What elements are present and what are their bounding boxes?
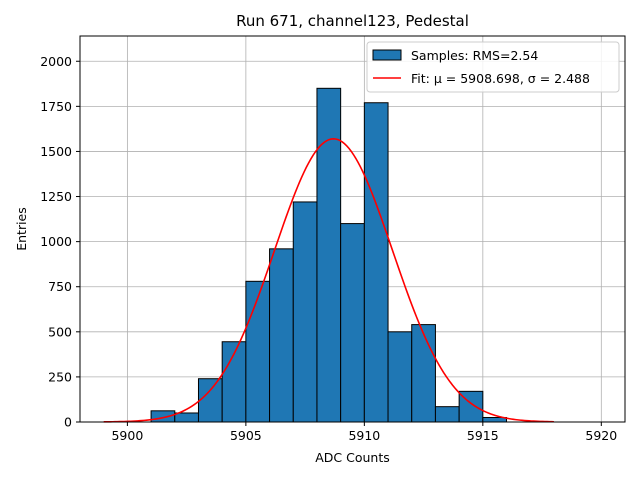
histogram-bar <box>387 331 413 423</box>
histogram-bar <box>174 412 199 423</box>
histogram-bar <box>363 102 389 423</box>
y-tick-label: 1250 <box>40 189 72 204</box>
histogram-bar <box>434 406 460 423</box>
y-tick-label: 250 <box>48 369 72 384</box>
legend-box <box>366 41 620 93</box>
y-tick-label: 750 <box>48 279 72 294</box>
histogram-bar <box>411 324 436 423</box>
legend: Samples: RMS=2.54 Fit: μ = 5908.698, σ =… <box>366 41 620 93</box>
legend-label-fit: Fit: μ = 5908.698, σ = 2.488 <box>411 71 590 86</box>
histogram-bar <box>269 248 294 423</box>
x-tick-label: 5905 <box>230 428 262 443</box>
histogram-bar <box>316 87 342 423</box>
x-tick-label: 5910 <box>348 428 380 443</box>
plot-frame <box>79 35 626 423</box>
x-tick-label: 5900 <box>111 428 143 443</box>
x-tick-label: 5920 <box>585 428 617 443</box>
histogram-bar <box>292 201 318 423</box>
x-axis-label: ADC Counts <box>315 450 390 465</box>
chart-title: Run 671, channel123, Pedestal <box>236 12 469 30</box>
histogram-bar <box>340 223 365 423</box>
fit-curve <box>103 138 554 423</box>
y-tick-label: 500 <box>48 324 72 339</box>
axis-ticks: 5900 5905 5910 5915 5920 0 250 500 750 1000 1250 15… <box>40 54 617 443</box>
histogram-bars <box>150 87 508 423</box>
y-tick-label: 1750 <box>40 99 72 114</box>
histogram-bar <box>245 280 271 423</box>
y-tick-label: 1500 <box>40 144 72 159</box>
y-axis-label: Entries <box>14 207 29 251</box>
y-tick-label: 0 <box>64 415 72 430</box>
histogram-bar <box>197 378 223 423</box>
x-tick-label: 5915 <box>467 428 499 443</box>
y-tick-label: 2000 <box>40 54 72 69</box>
y-tick-label: 1000 <box>40 234 72 249</box>
legend-swatch-histogram <box>372 49 402 61</box>
legend-label-histogram: Samples: RMS=2.54 <box>411 48 538 63</box>
